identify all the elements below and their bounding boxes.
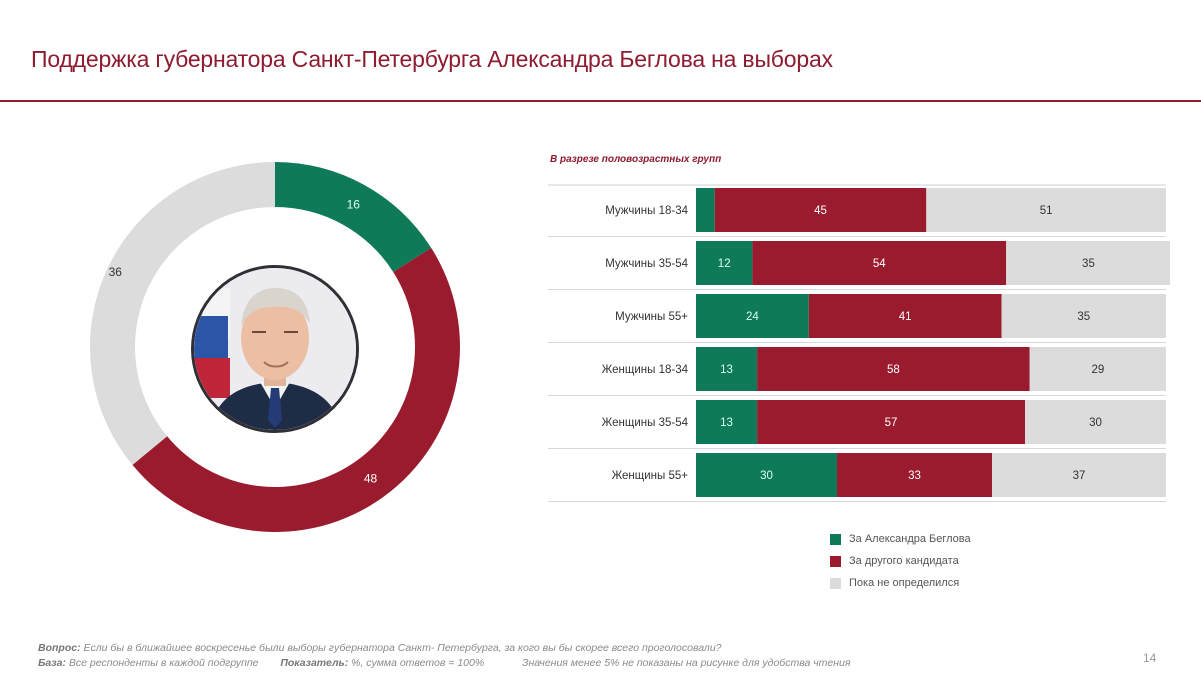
footnote-question-label: Вопрос: [38,642,81,654]
bar-value-label: 41 [899,311,912,323]
bar-value-label: 35 [1082,258,1095,270]
bar-segment [714,188,927,232]
title-divider [0,100,1201,102]
bar-segment [696,241,753,285]
chart-legend: За Александра Беглова За другого кандида… [830,528,971,594]
donut-slice-3 [89,162,275,465]
governor-photo [191,265,359,433]
bar-segment [757,400,1025,444]
footnote: Вопрос: Если бы в ближайшее воскресенье … [38,641,850,671]
footnote-base-line: База: Все респонденты в каждой подгруппе… [38,656,850,671]
stacked-bar-chart: Мужчины 18-34 45 51 Мужчины 35-54 12 54 35 Мужч… [548,184,1170,502]
footnote-note: Значения менее 5% не показаны на рисунке… [522,657,851,669]
donut-value-label: 16 [347,198,361,212]
bar-segment [757,347,1030,391]
bar-value-label: 13 [720,417,733,429]
bar-value-label: 12 [718,258,731,270]
slide-title: Поддержка губернатора Санкт-Петербурга А… [31,46,833,72]
donut-value-label: 36 [109,265,123,279]
bar-chart-subtitle: В разрезе половозрастных групп [550,154,722,165]
bar-value-label: 24 [746,311,759,323]
bar-segment [696,347,758,391]
page-number: 14 [1143,651,1157,665]
footnote-base-label: База: [38,657,66,669]
legend-label: Пока не определился [849,577,960,589]
bar-value-label: 30 [760,470,773,482]
bar-value-label: 30 [1089,417,1102,429]
legend-swatch-other [830,555,841,567]
bar-value-label: 54 [873,258,886,270]
footnote-question-text: Если бы в ближайшее воскресенье были выб… [83,642,722,654]
bar-value-label: 35 [1077,311,1090,323]
bar-value-label: 57 [885,417,898,429]
bar-category-label: Мужчины 18-34 [605,205,688,217]
bar-value-label: 29 [1091,364,1104,376]
bar-segment [696,453,837,497]
bar-segment [926,188,1166,232]
bar-segment [696,294,809,338]
portrait-icon [194,268,356,430]
bar-value-label: 37 [1073,470,1086,482]
legend-item-support: За Александра Беглова [830,528,971,550]
bar-category-label: Женщины 55+ [612,470,689,482]
legend-swatch-support [830,533,841,545]
bar-category-label: Мужчины 35-54 [605,258,688,270]
legend-label: За другого кандидата [849,555,959,567]
bar-segment [696,400,758,444]
legend-label: За Александра Беглова [849,533,971,545]
bar-segment [1001,294,1166,338]
donut-chart: 16 48 36 [89,162,460,532]
bar-segment [752,241,1007,285]
bar-segment [837,453,993,497]
donut-value-label: 48 [364,471,378,485]
bar-segment [1029,347,1166,391]
bar-value-label: 51 [1040,205,1053,217]
bar-segment [696,188,715,232]
footnote-indicator-text: %, сумма ответов = 100% [351,657,485,669]
legend-item-other: За другого кандидата [830,550,971,572]
bar-category-label: Мужчины 55+ [615,311,688,323]
bar-category-label: Женщины 35-54 [602,417,689,429]
bar-category-label: Женщины 18-34 [602,364,689,376]
bar-value-label: 33 [908,470,921,482]
footnote-indicator-label: Показатель: [280,657,349,669]
donut-slice-1 [275,162,432,272]
donut-slice-2 [132,247,460,532]
bar-segment [1006,241,1170,285]
footnote-question-line: Вопрос: Если бы в ближайшее воскресенье … [38,641,850,656]
bar-segment [808,294,1002,338]
bar-segment [992,453,1166,497]
bar-segment [1025,400,1166,444]
footnote-base-text: Все респонденты в каждой подгруппе [68,657,259,669]
bar-value-label: 45 [814,205,827,217]
bar-value-label: 13 [720,364,733,376]
bar-value-label: 58 [887,364,900,376]
legend-item-undecided: Пока не определился [830,572,971,594]
legend-swatch-undecided [830,577,841,589]
